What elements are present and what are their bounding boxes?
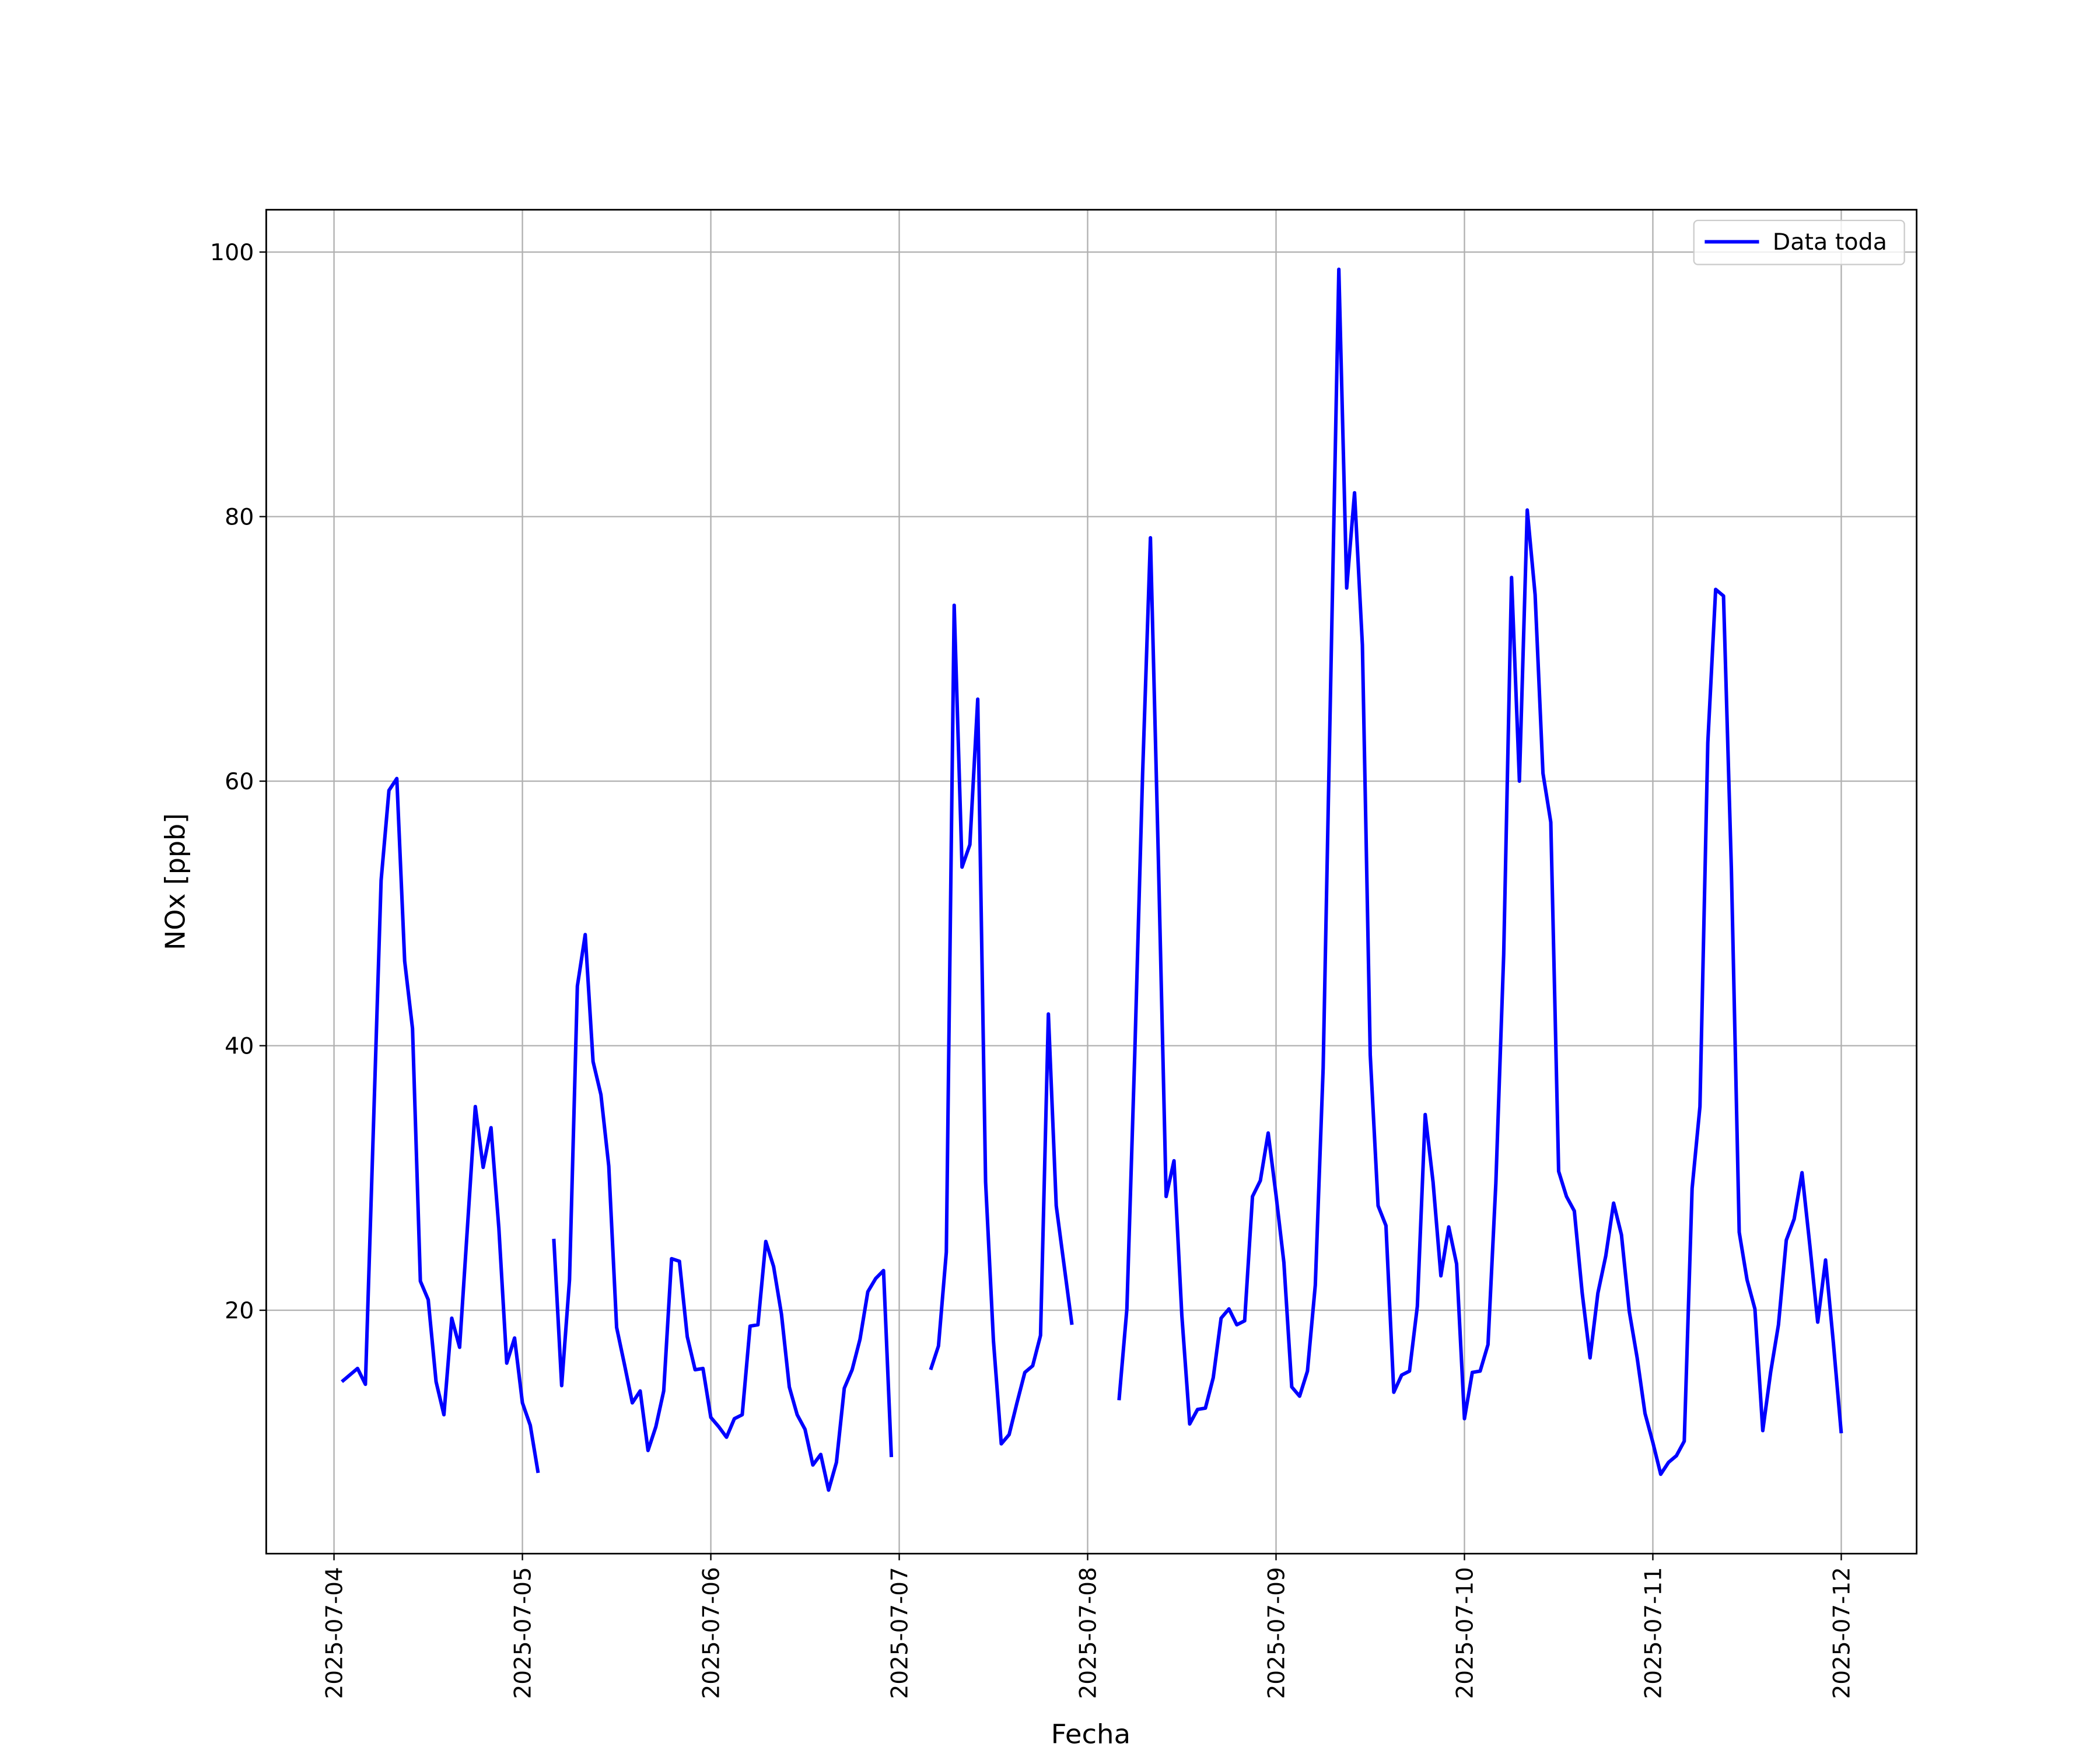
x-tick-label: 2025-07-09 (1264, 1567, 1290, 1699)
legend-box (1693, 219, 1905, 265)
legend-label: Data toda (1773, 230, 1887, 256)
x-tick-label: 2025-07-12 (1829, 1567, 1855, 1699)
grid (266, 209, 1917, 1554)
x-axis-label: Fecha (1051, 1718, 1131, 1750)
y-tick-label: 20 (225, 1298, 254, 1324)
x-tick-label: 2025-07-07 (887, 1567, 913, 1699)
x-tick-label: 2025-07-10 (1452, 1567, 1478, 1699)
x-tick-label: 2025-07-08 (1075, 1567, 1101, 1699)
x-tick-label: 2025-07-05 (510, 1567, 536, 1699)
y-tick-label: 40 (225, 1034, 254, 1060)
x-tick-label: 2025-07-11 (1640, 1567, 1667, 1699)
axes-frame (265, 209, 1918, 1555)
y-tick-label: 100 (210, 240, 254, 266)
y-tick-label: 60 (225, 769, 254, 795)
y-tick-label: 80 (225, 505, 254, 531)
x-tick-label: 2025-07-06 (698, 1567, 724, 1699)
legend: Data toda (1693, 219, 1905, 265)
data-line (341, 267, 1843, 1492)
x-tick-label: 2025-07-04 (321, 1567, 348, 1699)
plot-area (341, 267, 1843, 1492)
y-axis-label: NOx [ppb] (159, 813, 191, 950)
